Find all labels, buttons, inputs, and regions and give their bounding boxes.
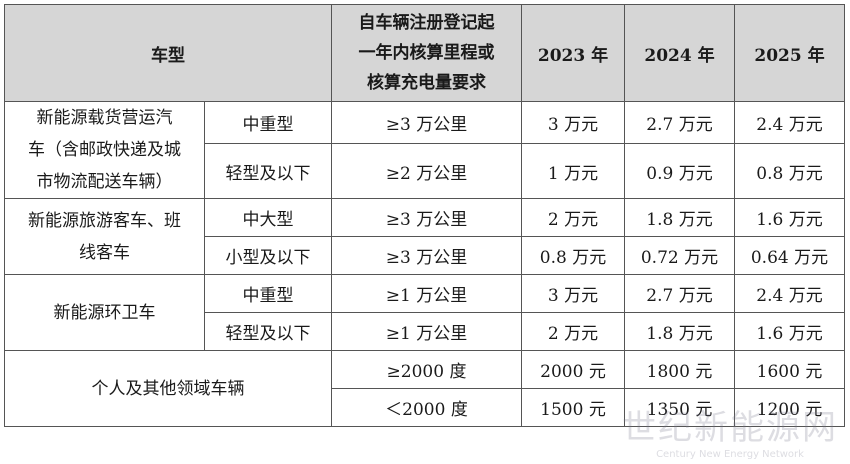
group-personal-name: 个人及其他领域车辆 <box>4 350 332 427</box>
value-2024-cell: 1350 元 <box>624 388 735 427</box>
requirement-cell: ≥3 万公里 <box>331 198 522 237</box>
table-row: 新能源旅游客车、班 线客车 中大型 ≥3 万公里 2 万元 1.8 万元 1.6… <box>4 198 845 275</box>
table-row: 轻型及以下 ≥2 万公里 1 万元 0.9 万元 0.8 万元 <box>5 143 845 199</box>
value-2024-cell: 1.8 万元 <box>624 198 735 237</box>
requirement-cell: ＜2000 度 <box>331 388 522 427</box>
group-sanitation-name: 新能源环卫车 <box>4 274 205 351</box>
requirement-cell: ≥2 万公里 <box>331 143 522 199</box>
sub-type-cell: 小型及以下 <box>204 236 332 275</box>
value-2025-cell: 1600 元 <box>734 350 845 389</box>
table-row: 轻型及以下 ≥1 万公里 2 万元 1.8 万元 1.6 万元 <box>5 312 845 351</box>
header-vehicle-type: 车型 <box>4 4 332 102</box>
header-row: 车型 自车辆注册登记起 一年内核算里程或 核算充电量要求 2023 年 2024… <box>4 4 845 102</box>
value-2025-cell: 1.6 万元 <box>734 198 845 237</box>
sub-type-cell: 中大型 <box>204 198 332 237</box>
requirement-cell: ≥3 万公里 <box>331 236 522 275</box>
table-row: 新能源环卫车 中重型 ≥1 万公里 3 万元 2.7 万元 2.4 万元 <box>4 274 845 351</box>
table-row: ＜2000 度 1500 元 1350 元 1200 元 <box>5 388 845 427</box>
header-requirement-line-3: 核算充电量要求 <box>367 73 486 93</box>
value-2023-cell: 0.8 万元 <box>521 236 625 275</box>
table-row: 新能源载货营运汽 车（含邮政快递及城 市物流配送车辆） 中重型 ≥3 万公里 3… <box>4 100 845 199</box>
value-2024-cell: 1.8 万元 <box>624 312 735 351</box>
value-2023-cell: 1 万元 <box>521 143 625 199</box>
group-bus-name: 新能源旅游客车、班 线客车 <box>4 198 205 275</box>
requirement-cell: ≥1 万公里 <box>331 312 522 351</box>
subsidy-table: 车型 自车辆注册登记起 一年内核算里程或 核算充电量要求 2023 年 2024… <box>4 4 845 427</box>
header-2024: 2024 年 <box>624 4 735 102</box>
value-2023-cell: 2 万元 <box>521 312 625 351</box>
sub-type-cell: 中重型 <box>204 274 332 313</box>
header-requirement-line-2: 一年内核算里程或 <box>358 43 495 63</box>
value-2024-cell: 1800 元 <box>624 350 735 389</box>
value-2025-cell: 1200 元 <box>734 388 845 427</box>
value-2025-cell: 1.6 万元 <box>734 312 845 351</box>
value-2024-cell: 0.9 万元 <box>624 143 735 199</box>
header-requirement: 自车辆注册登记起 一年内核算里程或 核算充电量要求 <box>331 4 522 102</box>
header-2025: 2025 年 <box>734 4 845 102</box>
value-2023-cell: 1500 元 <box>521 388 625 427</box>
table-row: 小型及以下 ≥3 万公里 0.8 万元 0.72 万元 0.64 万元 <box>5 236 845 275</box>
sub-type-cell: 轻型及以下 <box>204 143 332 199</box>
value-2025-cell: 2.4 万元 <box>734 100 845 145</box>
watermark-subtext: Century New Energy Network <box>656 449 804 460</box>
value-2025-cell: 2.4 万元 <box>734 274 845 313</box>
sub-type-cell: 轻型及以下 <box>204 312 332 351</box>
requirement-cell: ≥1 万公里 <box>331 274 522 313</box>
value-2023-cell: 2000 元 <box>521 350 625 389</box>
sub-type-cell: 中重型 <box>204 100 332 145</box>
value-2023-cell: 2 万元 <box>521 198 625 237</box>
value-2025-cell: 0.64 万元 <box>734 236 845 275</box>
value-2024-cell: 2.7 万元 <box>624 100 735 145</box>
table-row: 个人及其他领域车辆 ≥2000 度 2000 元 1800 元 1600 元 <box>4 350 845 427</box>
requirement-cell: ≥2000 度 <box>331 350 522 389</box>
value-2023-cell: 3 万元 <box>521 100 625 145</box>
value-2024-cell: 0.72 万元 <box>624 236 735 275</box>
value-2024-cell: 2.7 万元 <box>624 274 735 313</box>
header-2023: 2023 年 <box>521 4 625 102</box>
requirement-cell: ≥3 万公里 <box>331 100 522 145</box>
value-2023-cell: 3 万元 <box>521 274 625 313</box>
header-requirement-line-1: 自车辆注册登记起 <box>358 13 495 33</box>
value-2025-cell: 0.8 万元 <box>734 143 845 199</box>
group-freight-name: 新能源载货营运汽 车（含邮政快递及城 市物流配送车辆） <box>4 101 205 199</box>
